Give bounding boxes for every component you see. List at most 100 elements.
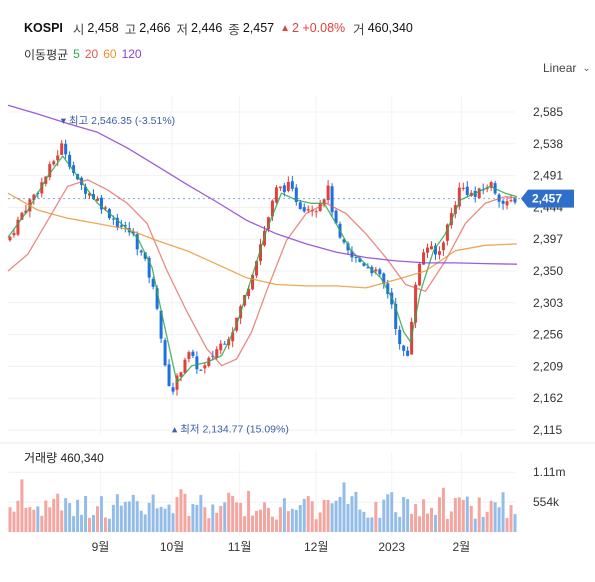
ma20-label: 20 <box>84 47 99 61</box>
volume-bar <box>163 508 167 532</box>
volume-bar <box>151 494 155 532</box>
volume-bar <box>350 496 354 532</box>
volume-value: 460,340 <box>367 21 413 35</box>
candle-body <box>52 161 56 165</box>
candle-body <box>32 194 36 201</box>
scale-dropdown[interactable]: Linear ⌄ <box>543 61 591 75</box>
candle-body <box>56 155 60 161</box>
candle-body <box>477 188 481 199</box>
volume-bar <box>32 509 36 532</box>
candle-body <box>195 356 199 370</box>
candle-body <box>294 187 298 203</box>
candle-body <box>334 210 338 224</box>
candle-body <box>418 263 422 286</box>
moving-average-legend[interactable]: 이동평균 5 20 60 120 <box>24 45 147 63</box>
volume-bar <box>183 493 187 532</box>
volume-bar <box>16 500 20 532</box>
time-tick-label: 9월 <box>92 540 110 554</box>
volume-bar <box>88 517 92 532</box>
candle-body <box>16 219 20 235</box>
candle-body <box>199 369 203 371</box>
volume-bar <box>175 497 179 532</box>
price-tick-label: 2,538 <box>533 137 563 151</box>
volume-bar <box>119 505 123 532</box>
volume-bar <box>465 496 469 532</box>
candle-body <box>183 359 187 373</box>
candle-body <box>259 244 263 262</box>
volume-bar <box>497 507 501 532</box>
volume-bar <box>259 509 263 532</box>
candle-body <box>40 182 44 194</box>
volume-bar <box>378 517 382 532</box>
candle-body <box>298 202 302 210</box>
candle-body <box>362 263 366 266</box>
time-tick-label: 10월 <box>160 540 184 554</box>
volume-bar <box>445 518 449 532</box>
candle-body <box>84 186 88 194</box>
candle-body <box>326 185 330 201</box>
volume-bar <box>433 514 437 532</box>
volume-bar <box>501 492 505 532</box>
volume-bar <box>251 515 255 532</box>
volume-bar <box>95 506 99 532</box>
price-tick-label: 2,256 <box>533 328 563 342</box>
candle-body <box>231 332 235 342</box>
volume-bar <box>8 507 12 532</box>
volume-bar <box>270 516 274 532</box>
candle-body <box>8 236 12 241</box>
ma-legend-title: 이동평균 <box>24 47 69 62</box>
volume-bar <box>410 513 414 532</box>
candle-body <box>187 352 191 359</box>
volume-bar <box>326 499 330 532</box>
volume-bar <box>282 498 286 532</box>
volume-bar <box>262 502 266 532</box>
volume-bar <box>477 497 481 532</box>
candle-body <box>306 209 310 211</box>
candle-body <box>314 211 318 213</box>
volume-bar <box>374 501 378 532</box>
volume-bar <box>322 499 326 532</box>
volume-bar <box>453 497 457 532</box>
volume-bar <box>513 514 517 532</box>
candle-body <box>318 203 322 212</box>
candle-body <box>489 182 493 188</box>
candle-body <box>147 257 151 278</box>
volume-tick-label: 1.11m <box>533 465 565 479</box>
candle-body <box>255 261 259 276</box>
candle-body <box>394 303 398 329</box>
volume-bar <box>306 496 310 532</box>
volume-bar <box>231 495 235 532</box>
candle-body <box>382 273 386 285</box>
candle-body <box>426 247 430 253</box>
volume-bar <box>418 516 422 532</box>
candle-body <box>350 251 354 258</box>
volume-bar <box>223 502 227 532</box>
volume-bar <box>227 492 231 532</box>
volume-bar <box>68 503 72 532</box>
current-price-tag <box>521 189 574 208</box>
candle-body <box>247 288 251 296</box>
volume-bar <box>91 515 95 532</box>
candle-body <box>513 198 517 203</box>
volume-bar <box>211 504 215 532</box>
volume-bar <box>195 504 199 532</box>
candle-body <box>286 182 290 191</box>
candle-body <box>167 364 171 387</box>
volume-bar <box>64 498 68 532</box>
candle-body <box>119 225 123 227</box>
price-tick-label: 2,491 <box>533 169 563 183</box>
volume-bar <box>28 507 32 532</box>
candle-body <box>414 284 418 323</box>
current-price-label: 2,457 <box>532 192 562 206</box>
price-tick-label: 2,303 <box>533 296 563 310</box>
volume-bar <box>99 496 103 532</box>
volume-bar <box>36 506 40 532</box>
volume-bar <box>422 499 426 532</box>
low-annotation: ▴ 최저 2,134.77 (15.09%) <box>172 424 289 436</box>
candle-body <box>342 239 346 243</box>
candle-body <box>203 365 207 369</box>
candle-body <box>91 194 95 200</box>
candle-body <box>139 250 143 253</box>
candle-body <box>501 200 505 204</box>
